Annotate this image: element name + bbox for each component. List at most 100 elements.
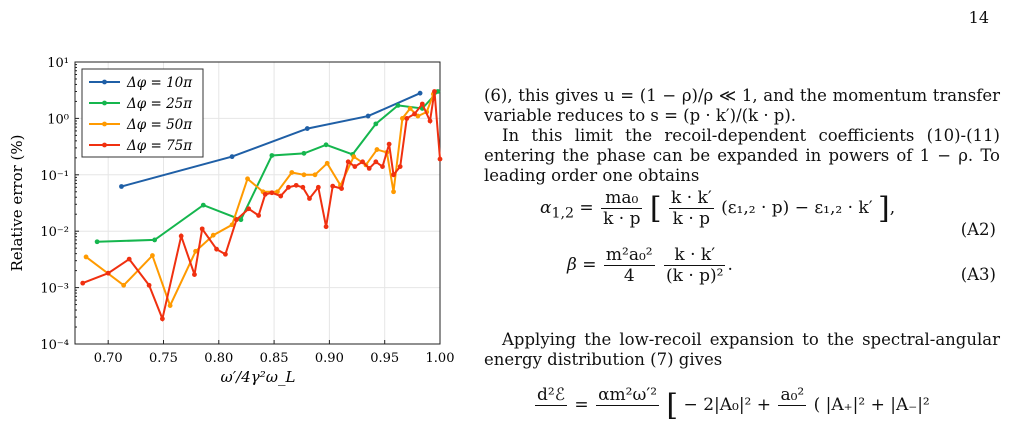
x-tick-label: 0.90 [315,351,344,366]
y-tick-label: 10⁻² [40,225,69,240]
series-3-point [374,147,380,152]
series-4-point [286,184,291,190]
eq-partial-frac2: a₀² [778,385,807,406]
series-4-point [330,183,336,189]
y-tick-label: 10⁻³ [40,282,69,297]
series-1-point [304,126,310,131]
x-tick-label: 0.80 [204,351,233,366]
series-4-point [437,156,443,162]
series-3-point [399,116,405,121]
series-4-point [80,280,86,286]
series-4-point [199,226,205,232]
series-3-point [351,154,357,160]
series-4-point [246,206,252,212]
series-4-point [315,184,321,190]
eq-partial-lhs: d²ℰ [535,385,567,406]
series-2-line [97,90,439,243]
eq-a3-frac1: m²a₀² 4 [603,245,655,286]
eq-a3-lhs: β [567,255,577,275]
series-3-point [312,172,318,178]
y-tick-label: 10⁰ [47,112,69,127]
series-3-point [210,232,216,238]
series-4-point [105,270,111,276]
series-3-point [289,170,295,175]
series-4-point [126,256,132,262]
x-tick-label: 0.95 [370,351,399,366]
series-3-point [275,189,280,195]
eq-partial-term1: − 2|A₀|² + [683,395,772,415]
series-4-point [352,164,358,169]
eq-partial-frac: αm²ω′² [596,385,660,406]
equation-a3: β = m²a₀² 4 k · k′ (k · p)². [567,245,733,286]
series-2-point [94,239,100,245]
series-4-point [419,101,425,107]
series-4-point [256,213,262,218]
series-1-point [229,154,235,160]
series-3-point [229,222,235,228]
series-1-point [119,184,124,189]
series-4-point [427,118,433,124]
equation-a2-label: (A2) [960,220,996,239]
y-tick-label: 10⁻⁴ [40,338,69,353]
series-4-point [307,196,312,201]
legend-marker [102,79,107,85]
series-1-point [417,90,423,96]
series-4-point [214,246,219,252]
series-2-point [373,121,379,127]
y-tick-label: 10⁻¹ [40,169,69,184]
series-3-point [391,189,396,195]
series-4-point [262,191,268,197]
series-2-point [301,150,307,156]
plot-frame [74,61,441,345]
page-number: 14 [968,8,989,27]
paragraph-low-recoil: Applying the low-recoil expansion to the… [484,330,1000,370]
series-4-point [278,193,284,199]
series-2-point [395,103,401,108]
equation-a2: α1,2 = ma₀ k · p [ k · k′ k · p (ε₁,₂ · p)… [540,188,896,229]
series-4-point [293,182,299,188]
series-4-point [404,116,410,121]
eq-a2-sub: 1,2 [551,205,574,222]
paragraph-2: In this limit the recoil-dependent coeff… [484,126,1000,185]
series-4-point [432,89,437,94]
series-4-point [391,172,396,178]
series-2-point [323,142,329,148]
legend-label: Δφ = 75π [126,138,193,154]
series-3-point [324,160,330,166]
series-3-point [193,248,198,254]
series-4-point [234,217,239,223]
x-tick-label: 0.85 [260,351,289,366]
series-3-point [245,176,250,182]
chart-series [80,89,443,323]
eq-a2-lhs: α [540,198,552,218]
chart-legend: Δφ = 10π Δφ = 25π Δφ = 50π Δφ = 75π [81,68,204,158]
series-4-point [339,186,344,191]
relative-error-chart: 0.70 0.75 0.80 0.85 0.90 0.95 1.00 10⁻⁴10⁻³10⁻… [8,56,454,386]
legend-marker [102,142,107,148]
paragraph-3: Applying the low-recoil expansion to the… [484,330,1000,369]
series-4-point [223,251,228,257]
series-3-point [167,303,173,308]
series-4-point [269,190,275,196]
series-2-point [200,202,206,208]
eq-partial-term2: ( |A₊|² + |A₋|² [813,395,930,415]
series-4-point [323,224,329,230]
paragraph-momentum-transfer: (6), this gives u = (1 − ρ)/ρ ≪ 1, and t… [484,86,1000,186]
legend-label: Δφ = 50π [126,117,193,133]
series-4-point [386,141,392,147]
series-4-point [345,159,351,165]
series-4-point [373,159,379,165]
eq-a2-frac1: ma₀ k · p [601,188,643,229]
series-4-point [412,111,417,117]
series-3-point [301,172,307,178]
eq-a2-body: (ε₁,₂ · p) − ε₁,₂ · k′ [721,198,873,218]
y-axis-ticks: 10⁻⁴ 10⁻³ 10⁻² 10⁻¹ 10⁰ 10¹ [40,56,79,353]
series-4-point [300,184,306,190]
equation-a3-label: (A3) [960,265,996,284]
series-2-point [152,237,158,243]
y-axis-label: Relative error (%) [8,135,26,272]
x-axis-label: ω′/4γ²ω_L [221,368,296,386]
series-3-point [121,282,127,288]
series-4-point [366,165,372,171]
y-tick-label: 10¹ [47,56,69,71]
